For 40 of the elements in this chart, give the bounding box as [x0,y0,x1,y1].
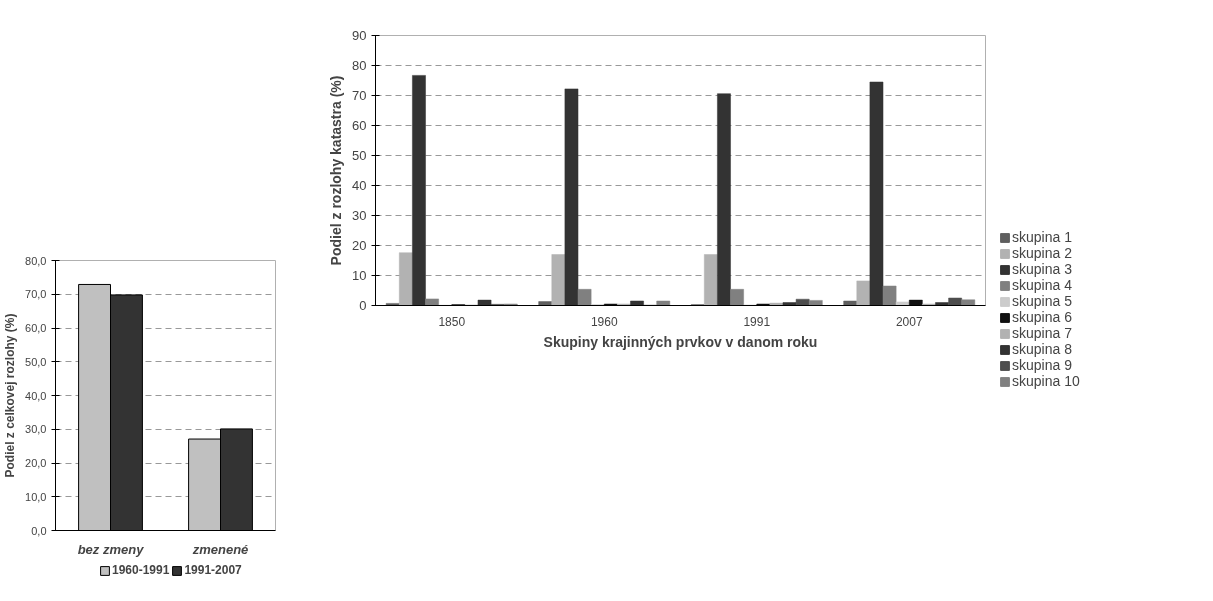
x-tick-label: 2007 [895,314,923,329]
y-tick-label: 40 [352,178,367,193]
y-tick-label: 80 [352,58,367,73]
y-tick-label: 20,0 [25,457,47,469]
legend-label: skupina 8 [1012,341,1072,357]
legend-label: skupina 2 [1012,245,1072,261]
y-axis-title: Podiel z celkovej rozlohy (%) [3,313,18,478]
y-tick-label: 40,0 [25,389,47,402]
legend-label: skupina 4 [1012,277,1072,293]
y-tick-label: 0,0 [31,524,47,537]
y-tick-label: 80,0 [25,254,47,267]
legend-label: 1991-2007 [184,563,242,577]
x-axis-title: Skupiny krajinných prvkov v danom roku [543,333,818,350]
legend-label: skupina 1 [1012,229,1072,245]
legend-label: skupina 3 [1012,261,1072,277]
y-tick-label: 60 [352,118,367,133]
y-tick-label: 0 [359,298,367,313]
x-tick-label: 1960 [590,314,618,329]
x-tick-label: zmenené [191,541,249,557]
y-tick-label: 30,0 [25,423,47,436]
y-tick-label: 10,0 [25,490,47,503]
y-tick-label: 50 [352,148,367,163]
y-tick-label: 10 [352,268,367,283]
x-tick-label: 1850 [438,314,466,329]
y-tick-label: 70,0 [25,288,47,301]
y-tick-label: 30 [352,208,367,223]
y-tick-label: 90 [352,28,367,43]
legend-label: skupina 9 [1012,357,1072,373]
x-tick-label: 1991 [743,314,771,329]
legend-label: skupina 6 [1012,309,1072,325]
y-axis-title: Podiel z rozlohy katastra (%) [328,75,345,266]
legend-label: skupina 7 [1012,325,1072,341]
legend-label: skupina 5 [1012,293,1072,309]
y-tick-label: 60,0 [25,322,47,334]
x-tick-label: bez zmeny [77,541,145,557]
y-tick-label: 70 [352,88,367,103]
y-tick-label: 20 [352,238,367,253]
legend-label: skupina 10 [1012,373,1080,389]
legend-label: 1960-1991 [112,563,170,577]
y-tick-label: 50,0 [25,355,47,368]
